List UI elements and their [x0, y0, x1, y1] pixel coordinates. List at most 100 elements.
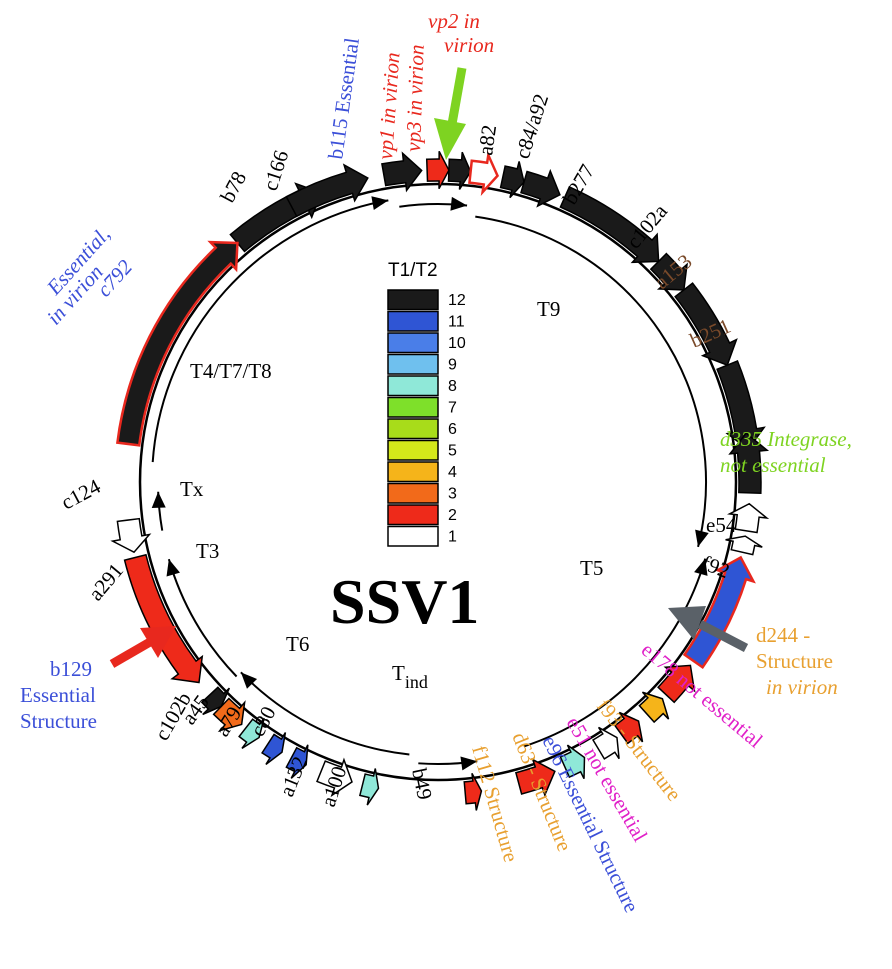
transcript-label-tx: Tx [180, 477, 204, 501]
legend-swatch-7 [387, 396, 439, 418]
legend-value-9: 9 [448, 357, 457, 374]
gene-arrow-c80 [285, 744, 309, 779]
legend-value-5: 5 [448, 443, 457, 460]
gene-label-a291: a291 [83, 559, 128, 606]
legend: T1/T2 12 11 10 9 8 7 6 5 4 3 2 1 [387, 260, 466, 547]
gene-label-vp3: vp3 in virion [401, 44, 429, 152]
gene-label-e54: e54 [706, 513, 737, 537]
transcript-label-t9: T9 [537, 297, 560, 321]
gene-label-a82: a82 [473, 123, 501, 156]
gene-label-d335-line1: d335 Integrase, [720, 427, 852, 451]
transcript-arrowhead-t5 [694, 558, 708, 576]
legend-swatch-6 [387, 418, 439, 440]
gene-label-a132: a132 [274, 753, 312, 800]
transcript-label-t5: T5 [580, 556, 603, 580]
gene-label-b129-line3: Structure [20, 709, 97, 733]
gene-label-d244-line1: d244 - [756, 623, 810, 647]
gene-arrow-vp3 [447, 151, 472, 190]
transcript-arrowhead-tind [460, 756, 478, 771]
transcript-arrowhead-t3 [166, 559, 180, 577]
legend-swatch-3 [387, 482, 439, 504]
gene-arrow-a153 [674, 282, 738, 367]
gene-arrow-a45 [238, 717, 265, 749]
gene-arrow-e178 [657, 664, 696, 704]
b129-pointer-arrow [109, 626, 176, 668]
legend-swatch-5 [387, 439, 439, 461]
transcript-arrowhead-t6 [240, 672, 258, 689]
gene-arrow-c166 [285, 163, 369, 218]
legend-swatch-10 [387, 332, 439, 354]
transcript-arc-t5 [523, 558, 707, 748]
transcript-label-tind: Tind [392, 661, 428, 692]
transcript-arrowhead-inner-top-arc [450, 196, 468, 211]
transcript-label-t6: T6 [286, 632, 309, 656]
gene-arrow-e51 [613, 711, 644, 745]
gene-arrow-vp2 [468, 150, 500, 197]
gene-arrow-a291 [123, 553, 204, 684]
legend-value-10: 10 [448, 335, 466, 352]
gene-arrow-d335 [728, 432, 770, 495]
legend-swatch-9 [387, 353, 439, 375]
gene-label-b115: b115 Essential [323, 36, 364, 161]
legend-value-12: 12 [448, 292, 466, 309]
legend-value-8: 8 [448, 378, 457, 395]
gene-label-b78: b78 [215, 167, 251, 206]
gene-label-d244-line2: Structure [756, 649, 833, 673]
gene-arrow-a100 [358, 768, 380, 806]
gene-arrow-c792 [116, 240, 239, 447]
legend-swatch-11 [387, 310, 439, 332]
transcript-arrowhead-tx [151, 491, 166, 509]
gene-arrow-c102a [649, 252, 688, 291]
legend-title: T1/T2 [388, 260, 438, 281]
gene-arrow-c124 [110, 517, 152, 554]
gene-label-vp2-line1: vp2 in [428, 9, 480, 33]
gene-arrow-e96 [591, 726, 620, 760]
legend-value-7: 7 [448, 400, 457, 417]
gene-arrow-f92 [725, 535, 763, 556]
gene-label-b129-line2: Essential [20, 683, 96, 707]
gene-arrow-f93 [638, 691, 670, 724]
gene-label-c124: c124 [57, 474, 105, 515]
legend-value-3: 3 [448, 486, 457, 503]
legend-value-6: 6 [448, 421, 457, 438]
legend-swatch-8 [387, 375, 439, 397]
diagram-title: SSV1 [330, 566, 479, 637]
gene-arrow-e54 [727, 502, 770, 534]
gene-arrow-a82 [499, 161, 525, 199]
gene-arrow-b115 [381, 151, 423, 193]
gene-arrow-b129 [200, 686, 231, 716]
transcript-arc-t9 [475, 215, 707, 548]
transcript-label-t3: T3 [196, 539, 219, 563]
gene-label-d335-line2: not essential [720, 453, 826, 477]
gene-label-vp1: vp1 in virion [373, 52, 404, 161]
legend-swatch-12 [387, 289, 439, 311]
legend-value-1: 1 [448, 529, 457, 546]
legend-value-11: 11 [448, 314, 465, 331]
gene-label-b49: b49 [407, 766, 437, 802]
legend-value-2: 2 [448, 507, 457, 524]
gene-arrow-b49 [463, 772, 483, 811]
legend-value-4: 4 [448, 464, 457, 481]
gene-arrow-c84 [520, 168, 561, 208]
d244-pointer-arrow [668, 606, 749, 652]
gene-arrow-d63 [559, 744, 586, 780]
gene-label-b129-line1: b129 [50, 657, 92, 681]
legend-boxes: 12 11 10 9 8 7 6 5 4 3 2 1 [387, 289, 466, 547]
gene-label-vp2-line2: virion [444, 33, 494, 57]
vp2-pointer-arrow [434, 67, 467, 160]
gene-arrow-b251 [716, 360, 766, 451]
legend-swatch-2 [387, 504, 439, 526]
transcript-arrowhead-t4 [371, 196, 389, 211]
transcript-arc-t6 [240, 671, 410, 756]
gene-label-c166: c166 [258, 147, 293, 193]
gene-arrow-f112 [514, 758, 556, 798]
transcript-label-t4: T4/T7/T8 [190, 359, 272, 383]
gene-arrow-a79 [261, 732, 287, 766]
gene-label-d244-line3: in virion [766, 675, 838, 699]
gene-arrows [110, 150, 770, 811]
gene-arrow-a132 [316, 757, 353, 798]
transcript-arc-t4 [151, 199, 389, 463]
tind-main: T [392, 661, 405, 685]
